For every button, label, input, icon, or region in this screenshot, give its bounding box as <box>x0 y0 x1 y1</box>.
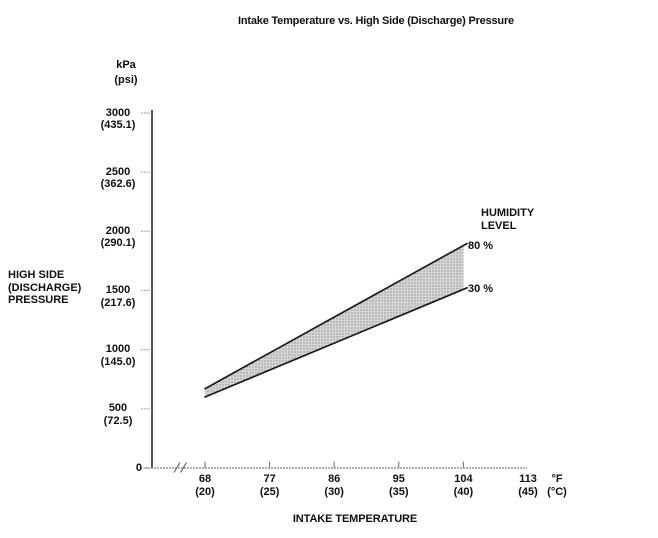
line-30-percent <box>204 286 468 398</box>
y-tick-label: 500 (72.5) <box>103 402 133 427</box>
x-tick-label: 77 (25) <box>259 473 280 498</box>
x-tick-label: 104 (40) <box>453 473 474 498</box>
chart-title: Intake Temperature vs. High Side (Discha… <box>238 15 514 27</box>
legend-line2: LEVEL <box>481 219 517 232</box>
x-axis-unit-c: (°C) <box>547 486 567 498</box>
y-axis-title: HIGH SIDE (DISCHARGE) PRESSURE <box>8 269 81 307</box>
x-tick-label: 86 (30) <box>324 473 344 498</box>
legend-line1: HUMIDITY <box>481 207 535 219</box>
y-axis-unit-kpa: kPa <box>116 59 136 71</box>
x-tick-label: 95 (35) <box>389 473 409 498</box>
y-axis-title-line1: HIGH SIDE <box>8 269 65 281</box>
y-tick-label: 3000 (435.1) <box>100 106 136 132</box>
humidity-band <box>205 245 464 397</box>
y-tick-label: 1000 (145.0) <box>100 343 136 368</box>
axis-break-mark <box>173 462 181 473</box>
series-label-80-percent: 80 % <box>468 239 494 252</box>
x-axis-title: INTAKE TEMPERATURE <box>292 513 418 525</box>
line-80-percent <box>204 242 468 390</box>
y-axis-unit-psi: (psi) <box>114 74 138 86</box>
y-axis-title-line3: PRESSURE <box>8 294 69 306</box>
x-axis-unit-f: °F <box>551 473 563 485</box>
x-tick-label: 113 (45) <box>518 473 538 498</box>
y-axis-unit-label: kPa (psi) <box>98 58 154 88</box>
y-tick-label: 1500 (217.6) <box>100 284 136 309</box>
legend-humidity-level: HUMIDITY LEVEL <box>481 207 534 232</box>
y-tick-label: 2000 (290.1) <box>100 224 136 250</box>
y-tick-label: 0 <box>135 461 142 474</box>
y-axis-title-line2: (DISCHARGE) <box>8 281 82 294</box>
axis-break-mark <box>179 462 188 473</box>
y-tick-label: 2500 (362.6) <box>100 165 136 191</box>
x-tick-label: 68 (20) <box>195 473 215 498</box>
series-label-30-percent: 30 % <box>468 283 494 296</box>
x-axis-unit-label: °F (°C) <box>535 473 579 499</box>
